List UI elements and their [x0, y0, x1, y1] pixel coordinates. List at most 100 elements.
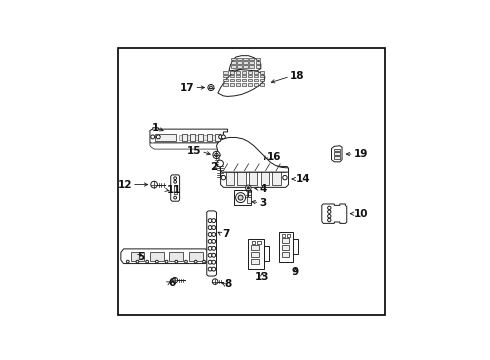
- Text: 10: 10: [354, 209, 368, 219]
- Bar: [260, 79, 265, 81]
- Bar: [237, 58, 242, 60]
- Bar: [260, 83, 265, 86]
- Circle shape: [136, 260, 139, 263]
- Circle shape: [328, 219, 331, 222]
- Bar: [190, 134, 195, 141]
- Circle shape: [213, 151, 220, 158]
- Circle shape: [217, 160, 223, 167]
- Text: 5: 5: [138, 252, 145, 262]
- Circle shape: [203, 260, 205, 263]
- Polygon shape: [261, 170, 269, 185]
- Circle shape: [245, 185, 251, 191]
- Circle shape: [221, 175, 225, 180]
- Bar: [282, 238, 290, 243]
- Polygon shape: [179, 135, 218, 140]
- Bar: [254, 75, 258, 77]
- Bar: [254, 71, 258, 74]
- Circle shape: [212, 219, 216, 222]
- Bar: [242, 71, 246, 74]
- Polygon shape: [229, 56, 261, 71]
- Bar: [244, 66, 248, 68]
- Polygon shape: [150, 143, 222, 149]
- Circle shape: [328, 206, 331, 210]
- Circle shape: [151, 181, 157, 188]
- Circle shape: [212, 226, 216, 229]
- Bar: [173, 185, 177, 194]
- Text: 18: 18: [290, 72, 304, 81]
- Bar: [242, 79, 246, 81]
- Polygon shape: [155, 134, 176, 141]
- Bar: [248, 83, 252, 86]
- Circle shape: [208, 260, 212, 264]
- Circle shape: [212, 253, 216, 257]
- Bar: [334, 156, 340, 158]
- Text: 8: 8: [225, 279, 232, 289]
- Text: 1: 1: [152, 123, 159, 133]
- Circle shape: [328, 210, 331, 213]
- Text: 7: 7: [222, 229, 229, 239]
- Polygon shape: [218, 69, 265, 96]
- Bar: [207, 134, 212, 141]
- Bar: [229, 71, 234, 74]
- Circle shape: [174, 196, 176, 199]
- Polygon shape: [150, 252, 164, 261]
- Bar: [242, 75, 246, 77]
- Bar: [231, 62, 236, 64]
- Text: 9: 9: [292, 267, 299, 277]
- Bar: [223, 79, 228, 81]
- Polygon shape: [332, 146, 342, 162]
- Polygon shape: [247, 192, 251, 203]
- Polygon shape: [264, 246, 269, 261]
- Polygon shape: [248, 239, 264, 269]
- Polygon shape: [150, 128, 227, 151]
- Bar: [248, 71, 252, 74]
- Circle shape: [151, 135, 155, 139]
- Polygon shape: [217, 138, 289, 172]
- Text: 3: 3: [259, 198, 267, 208]
- Circle shape: [208, 239, 212, 243]
- Circle shape: [212, 267, 216, 271]
- Polygon shape: [217, 161, 223, 166]
- Circle shape: [221, 135, 225, 139]
- Polygon shape: [272, 170, 280, 185]
- Text: 14: 14: [295, 174, 310, 184]
- Bar: [256, 58, 260, 60]
- Bar: [244, 58, 248, 60]
- Circle shape: [174, 177, 176, 180]
- Circle shape: [208, 233, 212, 237]
- Bar: [254, 83, 258, 86]
- Circle shape: [155, 260, 158, 263]
- Bar: [334, 149, 340, 151]
- Polygon shape: [293, 239, 298, 254]
- Polygon shape: [225, 170, 234, 185]
- Bar: [229, 79, 234, 81]
- Bar: [257, 241, 261, 244]
- Circle shape: [174, 180, 176, 183]
- Bar: [256, 66, 260, 68]
- Circle shape: [208, 85, 214, 91]
- Bar: [282, 252, 290, 257]
- Polygon shape: [322, 204, 347, 223]
- Bar: [254, 79, 258, 81]
- Circle shape: [208, 253, 212, 257]
- Circle shape: [146, 260, 148, 263]
- Bar: [231, 66, 236, 68]
- Circle shape: [208, 219, 212, 222]
- Bar: [260, 75, 265, 77]
- Circle shape: [212, 260, 216, 264]
- Bar: [198, 134, 203, 141]
- Polygon shape: [121, 249, 208, 264]
- Circle shape: [208, 226, 212, 229]
- Bar: [223, 71, 228, 74]
- Text: 17: 17: [180, 82, 195, 93]
- Bar: [215, 134, 220, 141]
- Bar: [251, 245, 259, 250]
- Bar: [236, 79, 240, 81]
- Bar: [248, 79, 252, 81]
- Bar: [249, 66, 254, 68]
- Circle shape: [212, 239, 216, 243]
- Circle shape: [126, 260, 129, 263]
- Text: 6: 6: [168, 278, 175, 288]
- Bar: [249, 58, 254, 60]
- Circle shape: [215, 153, 218, 157]
